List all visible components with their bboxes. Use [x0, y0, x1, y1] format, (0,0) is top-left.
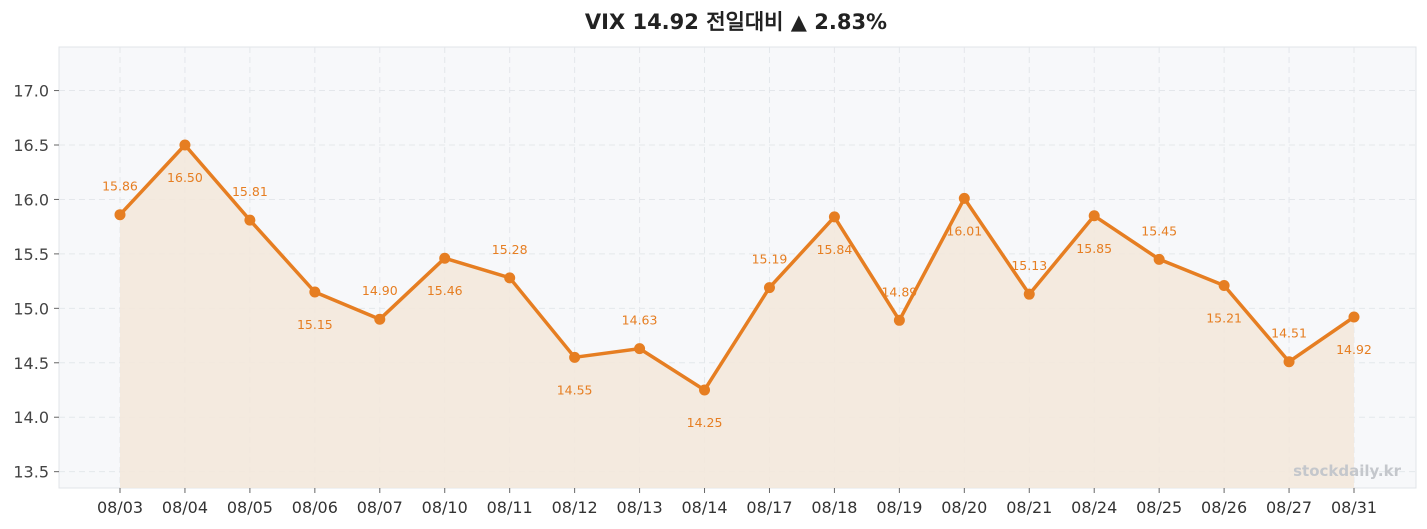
- y-tick-label: 15.5: [13, 245, 49, 264]
- chart-title: VIX 14.92 전일대비 ▲ 2.83%: [585, 10, 887, 34]
- x-tick-label: 08/25: [1136, 498, 1182, 517]
- data-label: 15.21: [1206, 310, 1242, 325]
- data-point: [179, 139, 191, 151]
- data-point: [504, 272, 516, 284]
- x-axis: 08/03 08/04 08/05 08/06 08/07 08/10 08/11 08/12…: [97, 488, 1377, 517]
- data-label: 14.55: [557, 382, 593, 397]
- x-tick-label: 08/07: [357, 498, 403, 517]
- data-point: [1153, 253, 1165, 265]
- x-tick-label: 08/12: [552, 498, 598, 517]
- series-line: [118, 143, 1356, 392]
- data-label: 14.25: [687, 415, 723, 430]
- data-point: [1218, 279, 1230, 291]
- x-tick-label: 08/14: [681, 498, 727, 517]
- data-label: 14.92: [1336, 342, 1372, 357]
- x-tick-label: 08/06: [292, 498, 338, 517]
- data-point: [374, 313, 386, 325]
- data-point: [309, 286, 321, 298]
- y-tick-label: 14.0: [13, 408, 49, 427]
- data-point: [1023, 288, 1035, 300]
- data-label: 15.13: [1011, 258, 1047, 273]
- y-tick-label: 15.0: [13, 299, 49, 318]
- x-tick-label: 08/05: [227, 498, 273, 517]
- x-tick-label: 08/31: [1331, 498, 1377, 517]
- data-labels: 15.86 16.50 15.81 15.15 14.90 15.46 15.28 14.55…: [102, 170, 1372, 430]
- data-point: [828, 211, 840, 223]
- y-tick-label: 16.0: [13, 190, 49, 209]
- x-tick-label: 08/24: [1071, 498, 1117, 517]
- data-label: 14.63: [622, 313, 658, 328]
- area-fill: [120, 145, 1354, 488]
- x-tick-label: 08/26: [1201, 498, 1247, 517]
- data-label: 15.15: [297, 317, 333, 332]
- data-label: 15.19: [752, 252, 788, 267]
- data-point: [1283, 356, 1295, 368]
- y-axis: 13.5 14.0 14.5 15.0 15.5 16.0 16.5 17.0: [13, 82, 59, 482]
- x-tick-label: 08/17: [746, 498, 792, 517]
- data-label: 15.28: [492, 242, 528, 257]
- data-point: [893, 314, 905, 326]
- x-tick-label: 08/19: [876, 498, 922, 517]
- data-point: [439, 252, 451, 264]
- y-tick-label: 17.0: [13, 82, 49, 101]
- x-tick-label: 08/21: [1006, 498, 1052, 517]
- data-point: [1088, 210, 1100, 222]
- data-label: 15.45: [1141, 223, 1177, 238]
- data-point: [958, 192, 970, 204]
- x-tick-label: 08/13: [617, 498, 663, 517]
- x-tick-label: 08/27: [1266, 498, 1312, 517]
- x-tick-label: 08/11: [487, 498, 533, 517]
- data-label: 16.01: [946, 223, 982, 238]
- data-label: 15.84: [817, 242, 853, 257]
- data-point: [699, 384, 711, 396]
- x-tick-label: 08/03: [97, 498, 143, 517]
- y-tick-label: 14.5: [13, 354, 49, 373]
- data-point: [634, 343, 646, 355]
- data-points: [114, 139, 1360, 396]
- data-point: [114, 209, 126, 221]
- x-tick-label: 08/18: [811, 498, 857, 517]
- data-label: 14.90: [362, 283, 398, 298]
- y-tick-label: 13.5: [13, 463, 49, 482]
- watermark: stockdaily.kr: [1293, 462, 1401, 480]
- data-label: 14.51: [1271, 326, 1307, 341]
- data-label: 15.86: [102, 179, 138, 194]
- data-label: 15.85: [1076, 241, 1112, 256]
- x-tick-label: 08/04: [162, 498, 208, 517]
- data-label: 15.46: [427, 283, 463, 298]
- data-label: 15.81: [232, 184, 268, 199]
- data-point: [244, 214, 256, 226]
- data-label: 14.89: [881, 284, 917, 299]
- y-tick-label: 16.5: [13, 136, 49, 155]
- data-label: 16.50: [167, 170, 203, 185]
- data-point: [1348, 311, 1360, 323]
- x-tick-label: 08/20: [941, 498, 987, 517]
- x-tick-label: 08/10: [422, 498, 468, 517]
- data-point: [763, 282, 775, 294]
- data-point: [569, 351, 581, 363]
